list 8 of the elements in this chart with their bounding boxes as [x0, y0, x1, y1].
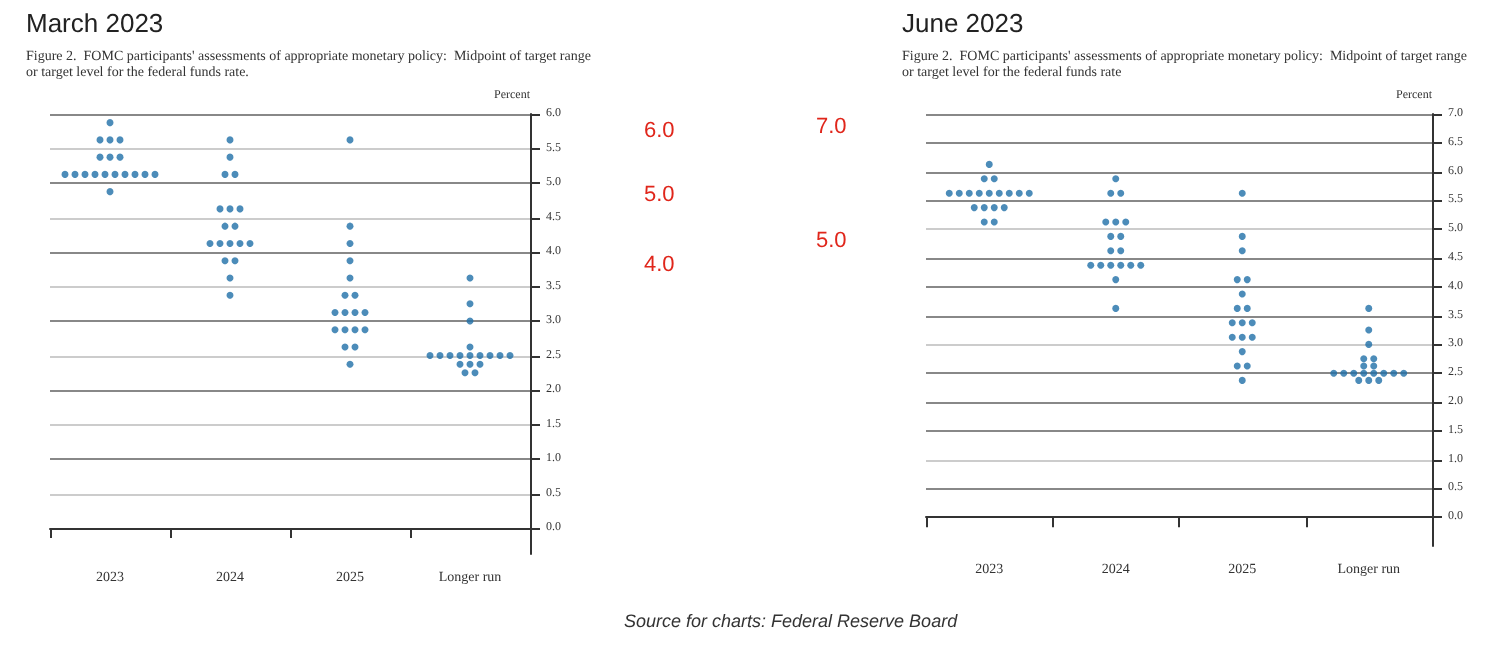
- text: 7.0: [816, 115, 847, 139]
- text: 5.0: [816, 229, 847, 253]
- chart-title: March 2023: [26, 8, 164, 38]
- text: 6.0: [644, 119, 675, 143]
- text: 4.0: [644, 253, 675, 277]
- source-note: Source for charts: Federal Reserve Board: [624, 611, 960, 631]
- chart-title: June 2023: [902, 8, 1024, 38]
- text: 5.0: [644, 183, 675, 207]
